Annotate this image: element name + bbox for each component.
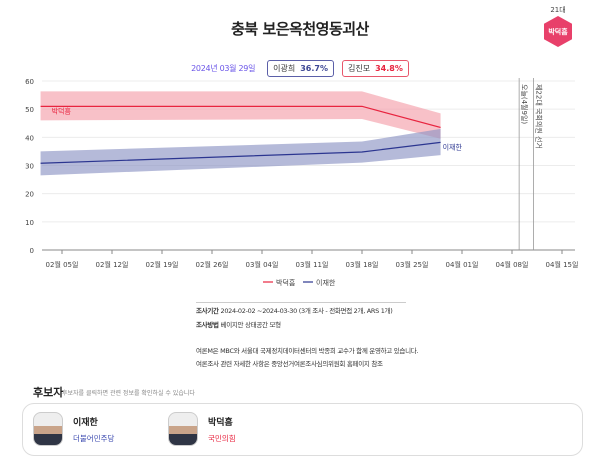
term-label: 21대 <box>550 6 566 14</box>
divider <box>196 302 406 303</box>
y-tick-label: 20 <box>25 191 34 199</box>
y-tick-label: 10 <box>25 219 34 227</box>
x-tick-label: 03월 25일 <box>396 260 429 269</box>
x-tick-label: 03월 04일 <box>246 260 279 269</box>
survey-method: 조사방법 베이지안 상태공간 모형 <box>196 321 281 329</box>
poll-chart: 0 10 20 30 40 50 60 02월 05일 02월 12일 02월 19일 02월 26… <box>25 78 579 287</box>
y-tick-label: 0 <box>30 247 34 255</box>
x-tick-label: 04월 15일 <box>546 260 579 269</box>
candidate-name[interactable]: 이재한 <box>73 417 98 428</box>
candidate-party: 더불어민주당 <box>73 433 115 443</box>
x-tick-label: 02월 12일 <box>96 260 129 269</box>
incumbent-badge: 박덕흠 <box>544 16 572 47</box>
confidence-band-0 <box>40 91 441 139</box>
survey-date: 2024년 03월 29일 <box>191 64 256 73</box>
candidate-party: 국민의힘 <box>208 433 236 443</box>
x-tick-label: 03월 11일 <box>296 260 329 269</box>
y-tick-label: 40 <box>25 134 34 142</box>
x-tick-label: 02월 05일 <box>46 260 79 269</box>
survey-period: 조사기간 2024-02-02 ~2024-03-30 (3개 조사 - 전화면… <box>196 307 393 315</box>
legend-label: 이재한 <box>316 278 336 287</box>
series-label: 이재한 <box>443 142 463 151</box>
marker-label: 오늘(4월9일) <box>520 84 529 124</box>
x-tick-label: 03월 18일 <box>346 260 379 269</box>
legend-label: 박덕흠 <box>276 278 296 287</box>
x-tick-label: 02월 19일 <box>146 260 179 269</box>
candidates-subtitle: 후보자를 클릭하면 관련 정보를 확인하실 수 있습니다 <box>62 390 195 397</box>
confidence-band-1 <box>40 128 441 176</box>
page-title: 충북 보은옥천영동괴산 <box>231 20 369 38</box>
candidate-name[interactable]: 박덕흠 <box>208 417 233 428</box>
note-line: 여론조사 관련 자세한 사항은 중앙선거여론조사심의위원회 홈페이지 참조 <box>196 360 383 368</box>
candidate-item[interactable]: 이재한 더불어민주당 <box>33 412 114 446</box>
summary-badge: 김진모 34.8% <box>342 60 409 77</box>
summary-row: 2024년 03월 29일 이광희 36.7% 김진모 34.8% <box>0 60 600 77</box>
series-label: 박덕흠 <box>52 106 72 115</box>
x-tick-label: 04월 01일 <box>446 260 479 269</box>
marker-label: 제22대 국회의원 선거 <box>534 84 543 149</box>
candidate-photo[interactable] <box>33 412 63 446</box>
candidate-item[interactable]: 박덕흠 국민의힘 <box>168 412 236 446</box>
x-tick-label: 02월 26일 <box>196 260 229 269</box>
candidates-title: 후보자 <box>33 386 64 399</box>
note-line: 여론M은 MBC와 서울대 국제정치데이터센터의 박종희 교수가 함께 운영하고… <box>196 347 419 355</box>
y-tick-label: 60 <box>25 78 34 86</box>
y-tick-label: 50 <box>25 106 34 114</box>
y-tick-label: 30 <box>25 163 34 171</box>
candidates-card: 이재한 더불어민주당 박덕흠 국민의힘 <box>22 403 583 456</box>
candidate-photo[interactable] <box>168 412 198 446</box>
x-tick-label: 04월 08일 <box>496 260 529 269</box>
summary-badge: 이광희 36.7% <box>267 60 334 77</box>
